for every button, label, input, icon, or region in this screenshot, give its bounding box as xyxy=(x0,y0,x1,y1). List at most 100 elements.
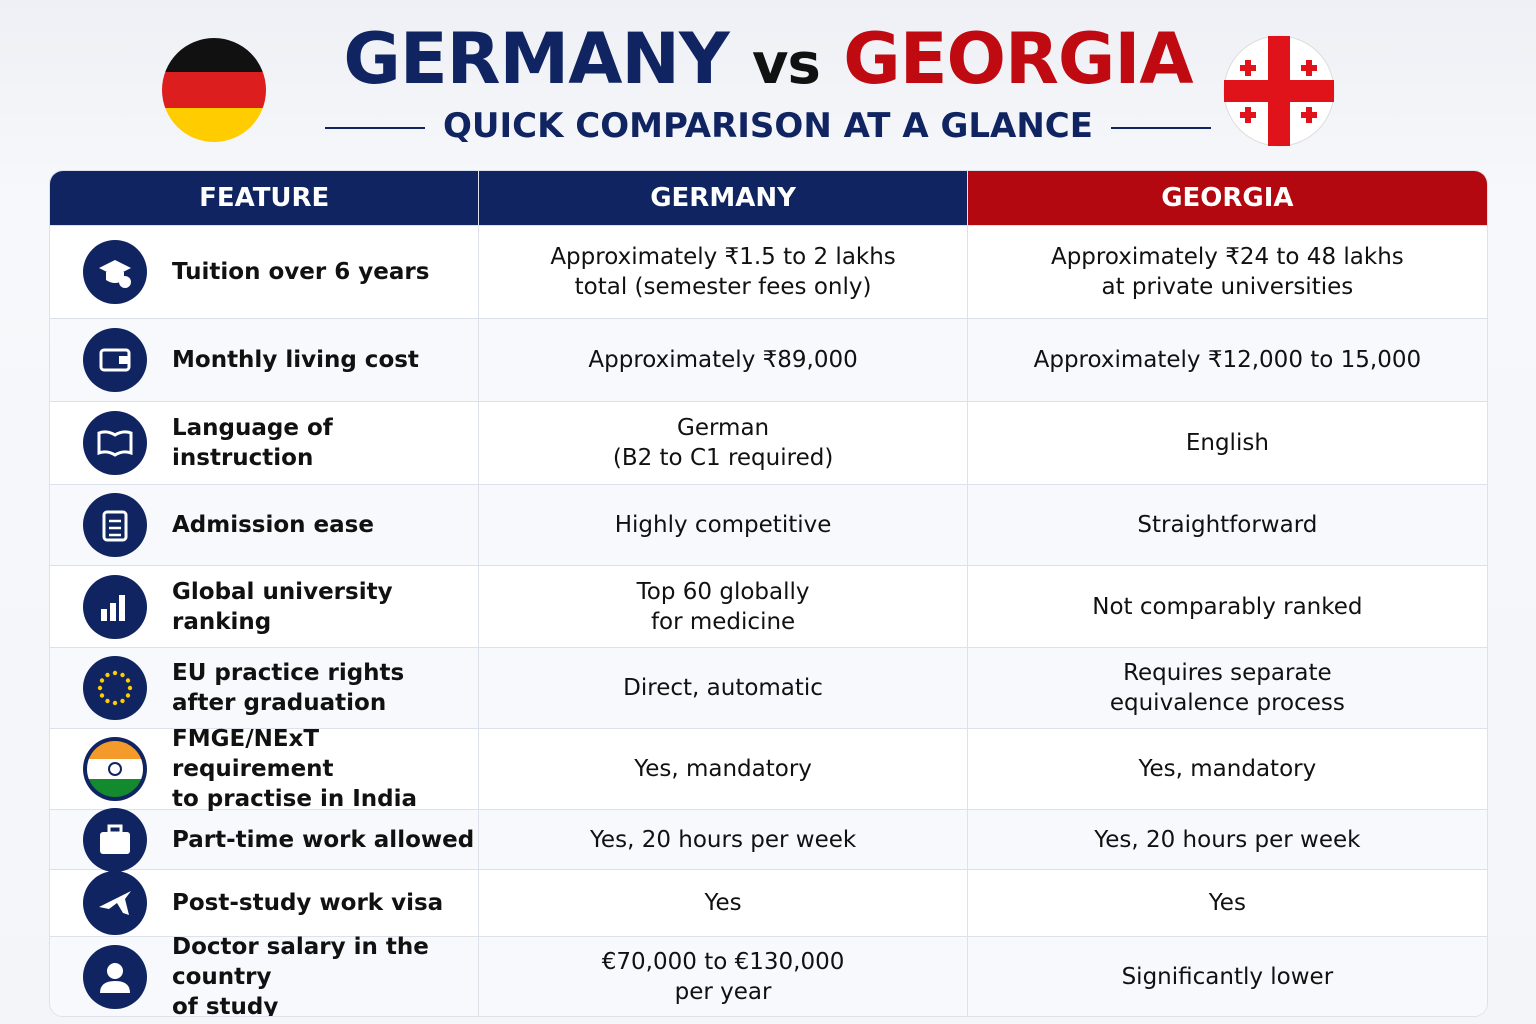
column-header: GEORGIA xyxy=(966,171,1487,225)
cell-line: Highly competitive xyxy=(614,512,832,538)
germany-cell: €70,000 to €130,000 per year xyxy=(478,937,966,1016)
georgia-cell: Straightforward xyxy=(966,485,1487,565)
table-row: Global university ranking Top 60 globally… xyxy=(50,565,1487,647)
georgia-cell: Requires separate equivalence process xyxy=(966,648,1487,728)
germany-cell: Approximately ₹89,000 xyxy=(478,319,966,401)
georgia-cell: Approximately ₹12,000 to 15,000 xyxy=(966,319,1487,401)
cell-line: total (semester fees only) xyxy=(574,274,872,300)
column-header: FEATURE xyxy=(50,171,479,225)
cell-line: Monthly living cost xyxy=(172,347,419,373)
cell-line: Significantly lower xyxy=(1121,963,1334,990)
cell-line: at private universities xyxy=(1101,274,1354,300)
table-row: Post-study work visa Yes Yes xyxy=(50,869,1487,936)
cell-line: Part-time work allowed xyxy=(172,826,475,853)
feature-cell: Language of instruction xyxy=(50,402,478,484)
cell-line: Approximately ₹89,000 xyxy=(588,347,858,373)
table-row: Monthly living cost Approximately ₹89,000… xyxy=(50,318,1487,401)
feature-text: FMGE/NExT requirement to practise in Indi… xyxy=(172,724,478,814)
feature-text: Tuition over 6 years xyxy=(172,257,429,287)
cell-line: Approximately ₹12,000 to 15,000 xyxy=(1033,347,1422,373)
cell-line: Straightforward xyxy=(1137,512,1318,538)
georgia-cell: Significantly lower xyxy=(966,937,1487,1016)
header-row: FEATURE GERMANY GEORGIA xyxy=(50,171,1487,225)
title-germany: GERMANY xyxy=(343,18,729,100)
germany-cell: Yes, 20 hours per week xyxy=(478,810,966,869)
feature-cell: Global university ranking xyxy=(50,566,478,647)
feature-text: Post-study work visa xyxy=(172,888,443,918)
cell-line: Tuition over 6 years xyxy=(172,259,430,285)
georgia-cell: Yes, 20 hours per week xyxy=(966,810,1487,869)
cell-line: Not comparably ranked xyxy=(1092,593,1363,620)
feature-text: EU practice rights after graduation xyxy=(172,658,404,718)
cell-line: equivalence process xyxy=(1109,690,1345,716)
subtitle-row: QUICK COMPARISON AT A GLANCE xyxy=(0,106,1536,146)
feature-cell: EU practice rights after graduation xyxy=(50,648,478,728)
feature-text: Global university ranking xyxy=(172,577,478,637)
germany-cell: German (B2 to C1 required) xyxy=(478,402,966,484)
table-row: Doctor salary in the country of study €70,… xyxy=(50,934,1487,1017)
georgia-cell: Approximately ₹24 to 48 lakhs at private … xyxy=(966,226,1487,318)
row-icon xyxy=(83,574,147,639)
georgia-flag xyxy=(1223,35,1335,147)
cell-line: of study xyxy=(172,993,279,1017)
row-icon xyxy=(83,328,147,392)
feature-cell: Doctor salary in the country of study xyxy=(50,934,478,1017)
row-icon xyxy=(83,737,147,801)
table-row: Admission ease Highly competitive Straight… xyxy=(50,484,1487,565)
germany-cell: Direct, automatic xyxy=(478,648,966,728)
cell-line: (B2 to C1 required) xyxy=(612,445,834,471)
cell-line: Post-study work visa xyxy=(172,890,444,916)
title-georgia: GEORGIA xyxy=(843,18,1193,100)
cell-line: to practise in India xyxy=(172,786,418,812)
cell-line: Doctor salary in the country xyxy=(172,933,429,990)
cell-line: Yes, 20 hours per week xyxy=(589,826,857,853)
cell-line: Admission ease xyxy=(172,512,374,538)
row-icon xyxy=(83,493,147,557)
feature-text: Part-time work allowed xyxy=(172,825,474,855)
feature-cell: Tuition over 6 years xyxy=(50,226,478,318)
subtitle: QUICK COMPARISON AT A GLANCE xyxy=(443,106,1093,146)
cell-line: Approximately ₹1.5 to 2 lakhs xyxy=(550,244,896,270)
cell-line: German xyxy=(677,415,770,441)
cell-line: after graduation xyxy=(172,690,387,716)
cell-line: Direct, automatic xyxy=(623,675,823,701)
cell-line: for medicine xyxy=(650,608,796,635)
cell-line: per year xyxy=(674,978,772,1005)
table-row: Language of instruction German (B2 to C1 r… xyxy=(50,401,1487,484)
feature-text: Language of instruction xyxy=(172,413,478,473)
germany-cell: Yes, mandatory xyxy=(478,729,966,809)
georgia-cell: Yes, mandatory xyxy=(966,729,1487,809)
cell-line: Yes, mandatory xyxy=(1138,756,1317,782)
cell-line: Language of instruction xyxy=(172,415,333,471)
feature-text: Monthly living cost xyxy=(172,345,419,375)
feature-cell: Part-time work allowed xyxy=(50,807,478,872)
cell-line: English xyxy=(1185,430,1269,456)
feature-cell: Admission ease xyxy=(50,485,478,565)
cell-line: Yes xyxy=(1208,890,1246,916)
georgia-cell: Not comparably ranked xyxy=(966,566,1487,647)
title: GERMANY vs GEORGIA xyxy=(0,18,1536,100)
cell-line: Requires separate xyxy=(1123,660,1332,686)
row-icon xyxy=(83,871,147,935)
feature-text: Admission ease xyxy=(172,510,374,540)
feature-cell: FMGE/NExT requirement to practise in Indi… xyxy=(50,726,478,812)
cell-line: Top 60 globally xyxy=(636,578,810,605)
germany-cell: Highly competitive xyxy=(478,485,966,565)
comparison-table: FEATURE GERMANY GEORGIA Tuition over 6 year… xyxy=(49,170,1488,1017)
row-icon xyxy=(83,807,147,872)
cell-line: EU practice rights xyxy=(172,660,405,686)
table-row: Part-time work allowed Yes, 20 hours per … xyxy=(50,807,1487,872)
georgia-cell: English xyxy=(966,402,1487,484)
row-icon xyxy=(83,240,147,304)
feature-cell: Monthly living cost xyxy=(50,319,478,401)
cell-line: Yes xyxy=(704,890,742,916)
cell-line: €70,000 to €130,000 xyxy=(601,948,845,975)
cell-line: Yes, 20 hours per week xyxy=(1094,826,1361,853)
germany-flag xyxy=(162,38,266,142)
row-icon xyxy=(83,411,147,475)
georgia-cell: Yes xyxy=(966,870,1487,936)
cell-line: Yes, mandatory xyxy=(634,756,812,782)
germany-cell: Approximately ₹1.5 to 2 lakhs total (seme… xyxy=(478,226,966,318)
table-row: FMGE/NExT requirement to practise in Indi… xyxy=(50,726,1487,812)
